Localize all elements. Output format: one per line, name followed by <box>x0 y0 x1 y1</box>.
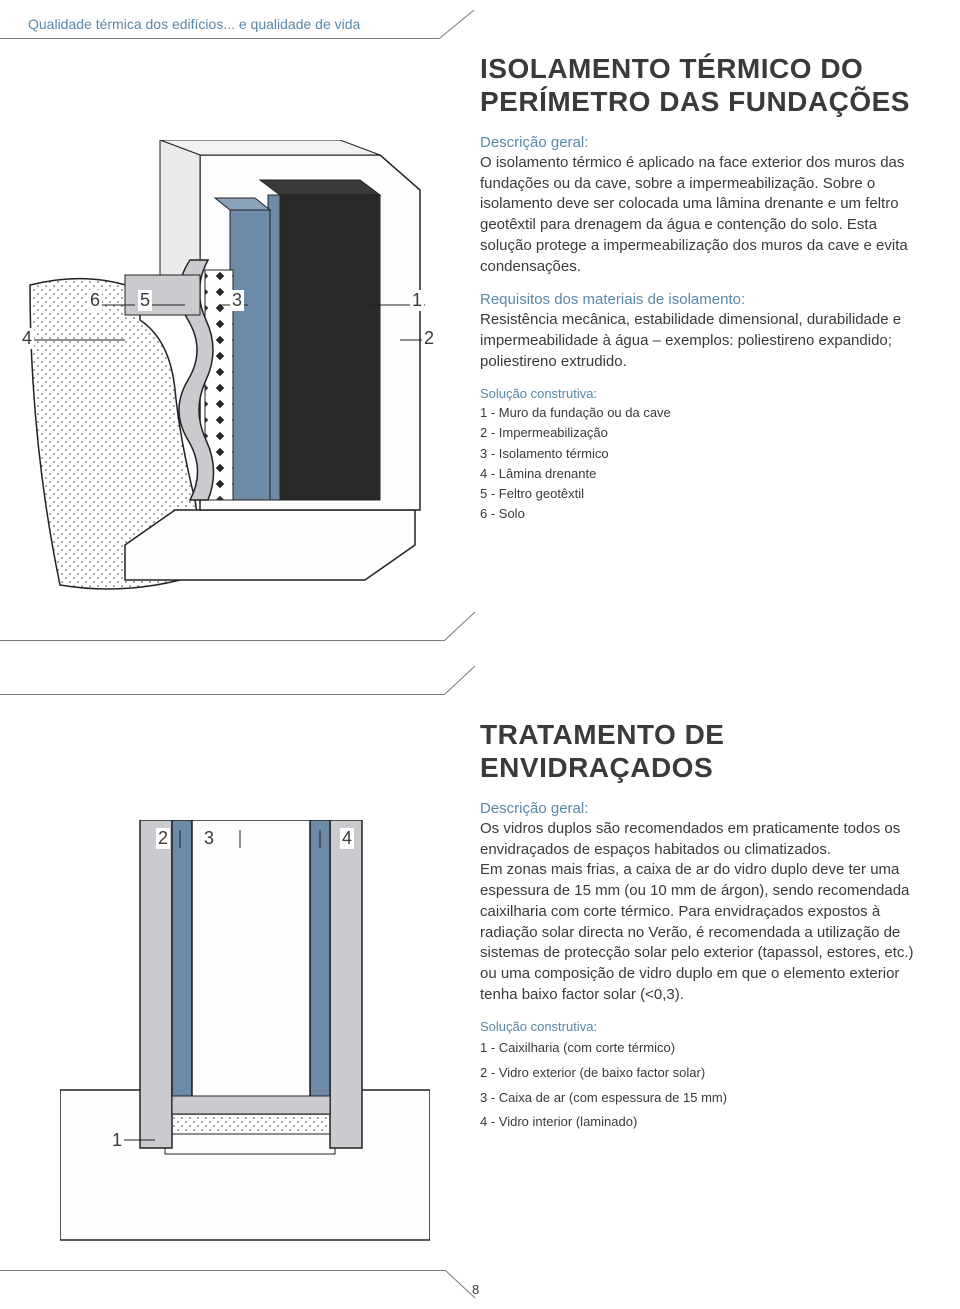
fig2-label-1: 1 <box>110 1130 124 1151</box>
fig1-label-4: 4 <box>20 328 34 349</box>
legend-item: 5 - Feltro geotêxtil <box>480 484 920 504</box>
foundation-diagram: 1 2 3 4 5 6 <box>20 140 440 600</box>
fig1-label-3: 3 <box>230 290 244 311</box>
page-header: Qualidade térmica dos edifícios... e qua… <box>28 16 360 32</box>
page-number: 8 <box>472 1282 479 1297</box>
legend-item: 1 - Muro da fundação ou da cave <box>480 403 920 423</box>
section1-req-label: Requisitos dos materiais de isolamento: <box>480 291 920 308</box>
legend-item: 4 - Vidro interior (laminado) <box>480 1110 930 1135</box>
section1-title: ISOLAMENTO TÉRMICO DO PERÍMETRO DAS FUND… <box>480 52 920 118</box>
section2-legend-label: Solução construtiva: <box>480 1019 930 1034</box>
fig2-label-4: 4 <box>340 828 354 849</box>
fig1-label-1: 1 <box>410 290 424 311</box>
legend-item: 6 - Solo <box>480 504 920 524</box>
legend-item: 4 - Lâmina drenante <box>480 464 920 484</box>
fig2-label-2: 2 <box>156 828 170 849</box>
section2-desc-body: Os vidros duplos são recomendados em pra… <box>480 819 930 1005</box>
section2-legend: 1 - Caixilharia (com corte térmico) 2 - … <box>480 1036 930 1135</box>
divider-diagonal <box>443 666 477 696</box>
divider-rule <box>0 694 445 695</box>
fig1-label-6: 6 <box>88 290 102 311</box>
legend-item: 2 - Vidro exterior (de baixo factor sola… <box>480 1061 930 1086</box>
divider-rule <box>0 640 445 641</box>
glazing-diagram: 1 2 3 4 <box>60 820 430 1250</box>
legend-item: 2 - Impermeabilização <box>480 423 920 443</box>
fig1-label-5: 5 <box>138 290 152 311</box>
footer-rule <box>0 1270 445 1271</box>
divider-diagonal <box>443 612 477 642</box>
section2-desc-label: Descrição geral: <box>480 800 930 817</box>
legend-item: 3 - Caixa de ar (com espessura de 15 mm) <box>480 1086 930 1111</box>
legend-item: 3 - Isolamento térmico <box>480 444 920 464</box>
fig1-label-2: 2 <box>422 328 436 349</box>
section1-desc-label: Descrição geral: <box>480 134 920 151</box>
fig2-label-3: 3 <box>202 828 216 849</box>
section1-legend-label: Solução construtiva: <box>480 386 920 401</box>
section2-title: TRATAMENTO DE ENVIDRAÇADOS <box>480 718 930 784</box>
section2-text: TRATAMENTO DE ENVIDRAÇADOS Descrição ger… <box>480 718 930 1135</box>
header-diagonal <box>438 10 476 40</box>
section1-desc-body: O isolamento térmico é aplicado na face … <box>480 153 920 277</box>
section1-legend: 1 - Muro da fundação ou da cave 2 - Impe… <box>480 403 920 524</box>
section1-text: ISOLAMENTO TÉRMICO DO PERÍMETRO DAS FUND… <box>480 52 920 524</box>
legend-item: 1 - Caixilharia (com corte térmico) <box>480 1036 930 1061</box>
section1-req-body: Resistência mecânica, estabilidade dimen… <box>480 310 920 372</box>
header-rule <box>0 38 440 39</box>
